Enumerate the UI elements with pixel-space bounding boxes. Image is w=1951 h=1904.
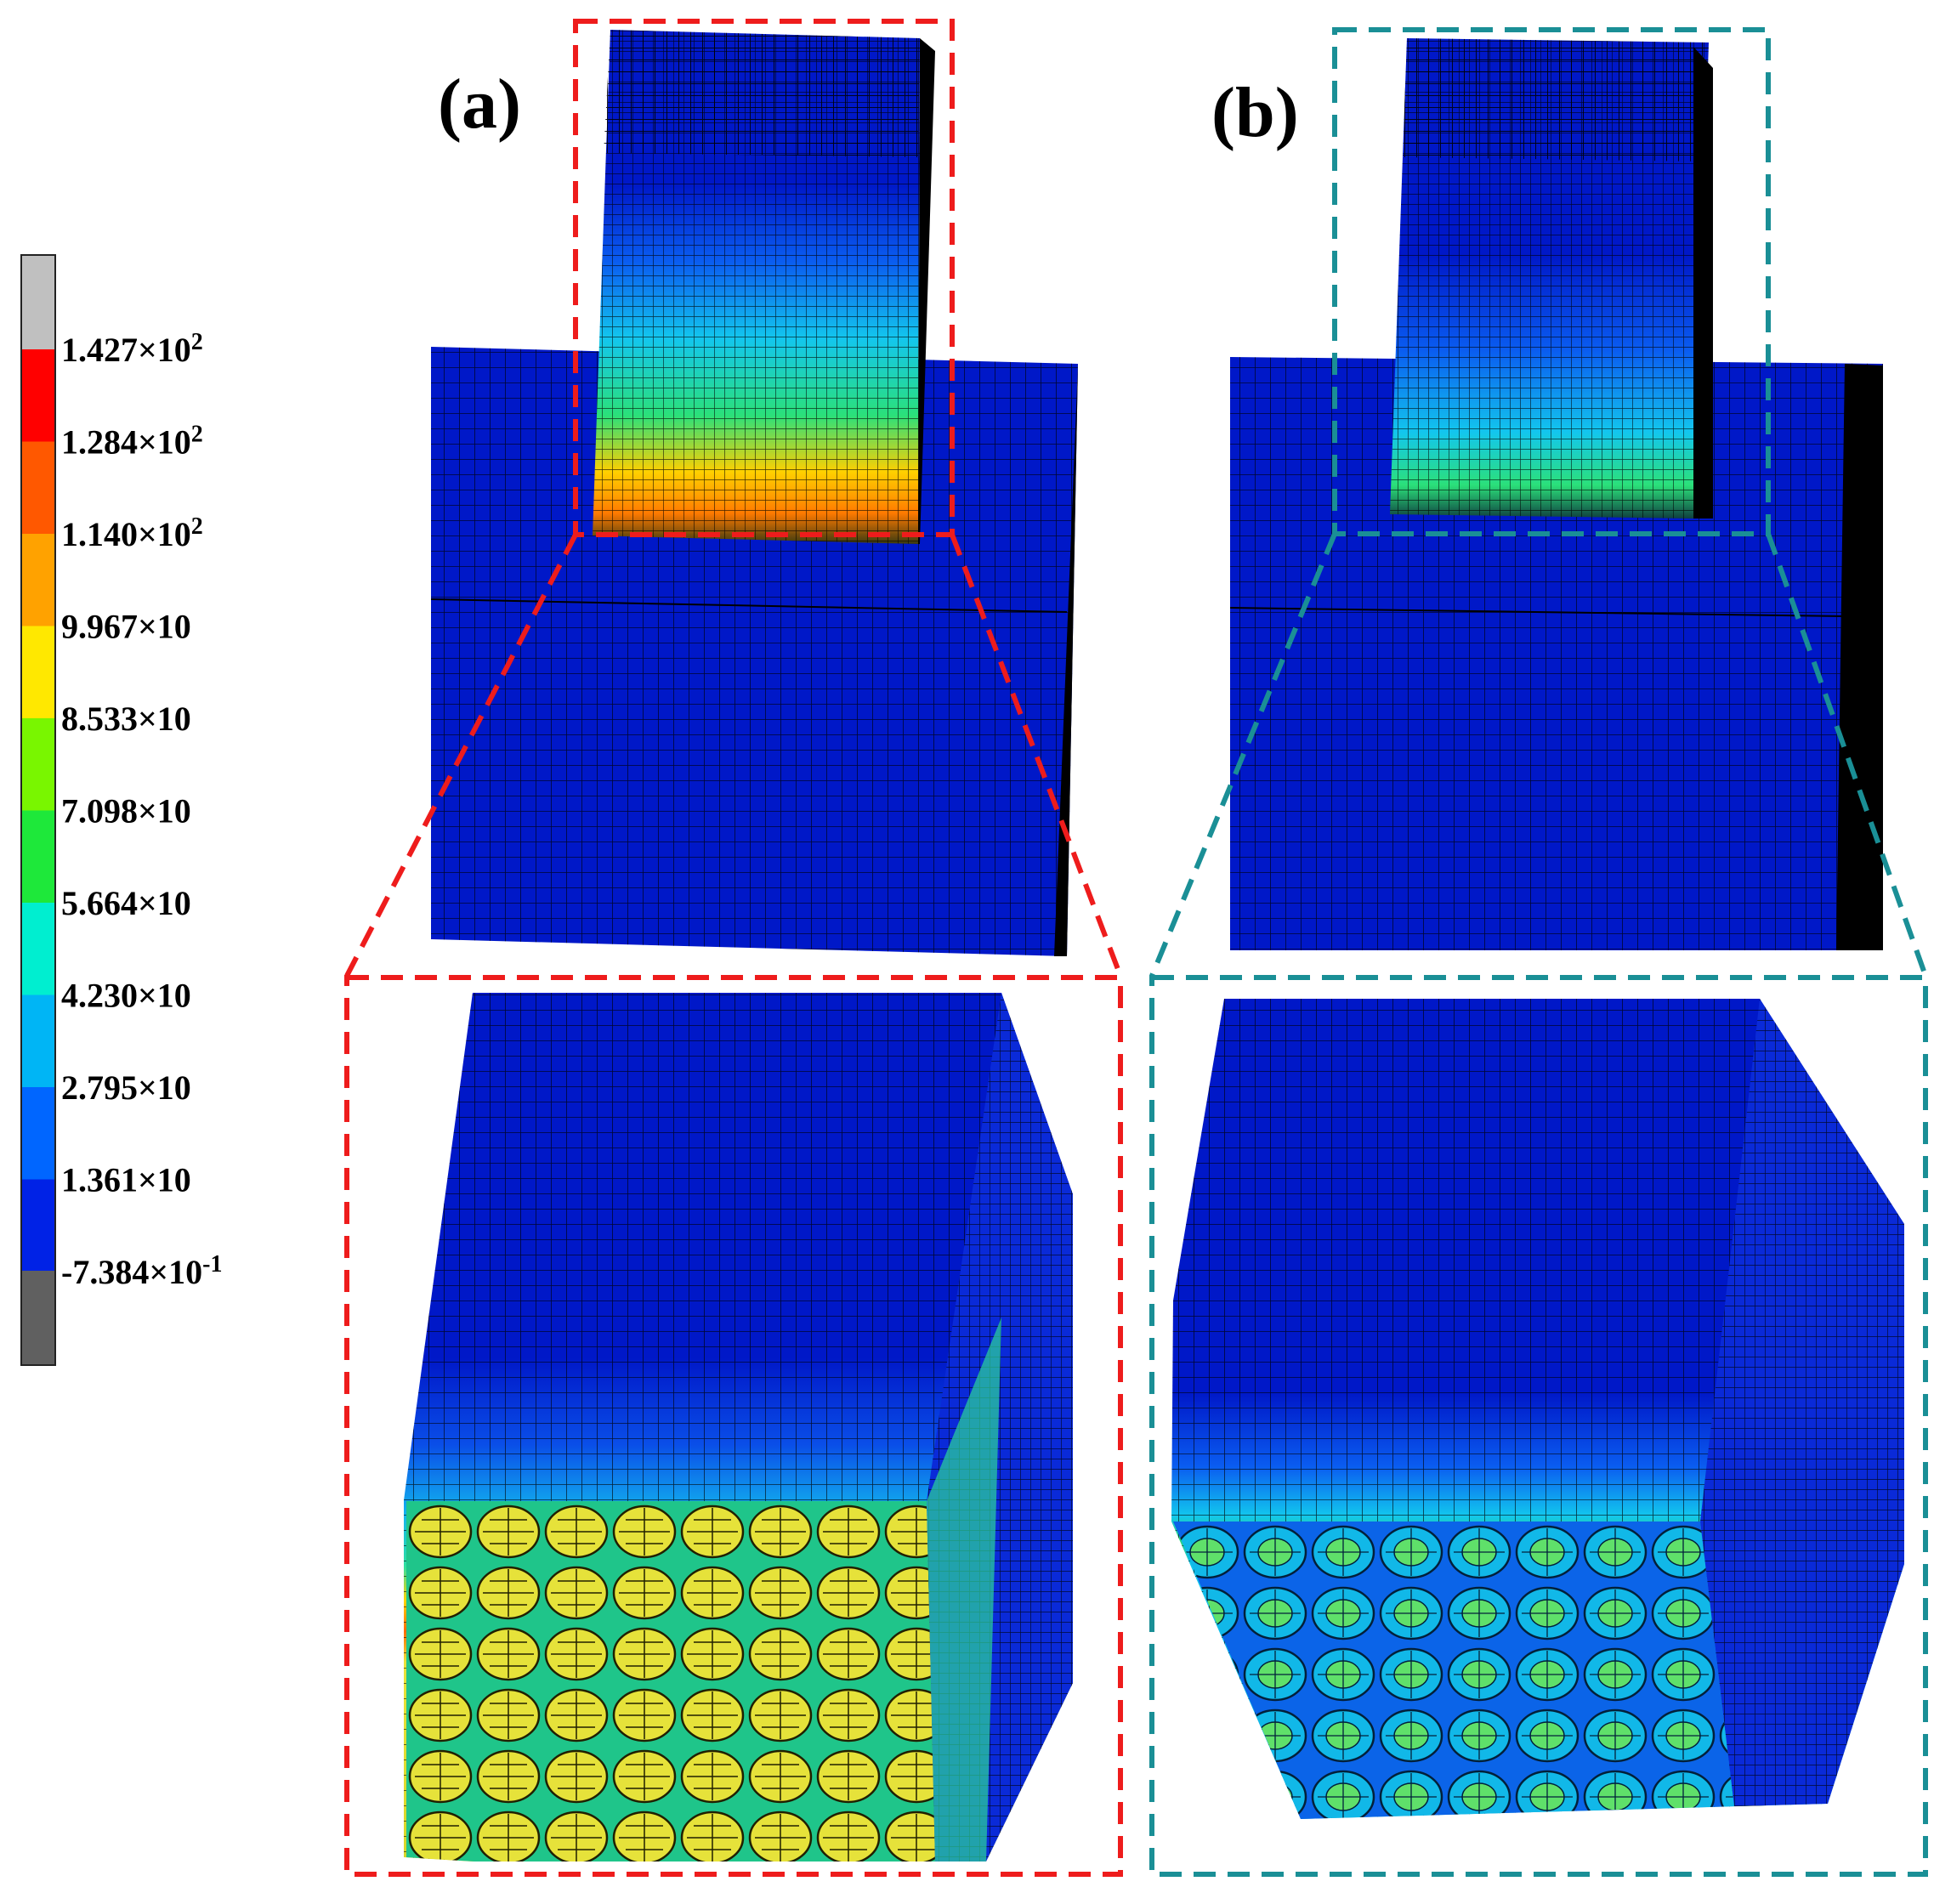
legend-label-value: 1.140×10 (61, 515, 191, 553)
legend-label-1: 1.284×102 (61, 422, 203, 462)
legend-band-0 (21, 349, 55, 442)
legend-label-2: 1.140×102 (61, 513, 203, 553)
legend-label-4: 8.533×10 (61, 700, 191, 738)
legend-band-3 (21, 626, 55, 718)
legend-label-0: 1.427×102 (61, 329, 203, 369)
panel-b-zoomed-view (1171, 999, 1904, 1819)
legend-label-group: 1.427×1021.284×1021.140×1029.967×108.533… (61, 329, 222, 1291)
legend-label-value: 4.230×10 (61, 977, 191, 1015)
panel-a: (a) (344, 19, 1123, 1877)
legend-band-9 (21, 1179, 55, 1272)
panel-a-zoomed-view (404, 993, 1073, 1862)
legend-frame (20, 254, 56, 1366)
legend-label-10: -7.384×10-1 (61, 1251, 222, 1291)
legend-band-4 (21, 718, 55, 811)
legend-label-9: 1.361×10 (61, 1161, 191, 1199)
legend-label-value: 1.361×10 (61, 1161, 191, 1199)
legend-label-exponent: 2 (191, 513, 203, 540)
legend-below-min-swatch (21, 1271, 55, 1365)
legend-label-exponent: -1 (202, 1251, 222, 1278)
stress-legend: 1.427×1021.284×1021.140×1029.967×108.533… (20, 254, 222, 1366)
panel-b-pillar (1390, 38, 1713, 518)
legend-label-exponent: 2 (191, 329, 203, 355)
legend-band-1 (21, 441, 55, 534)
panel-a-zoom-frame (344, 975, 1123, 1877)
legend-above-max-swatch (21, 255, 55, 349)
legend-band-7 (21, 994, 55, 1087)
panel-b-label: (b) (1211, 73, 1299, 152)
panel-b-source-frame (1332, 27, 1771, 536)
legend-label-7: 4.230×10 (61, 977, 191, 1015)
panel-b-zoom-frames (1149, 27, 1928, 1877)
legend-label-value: 1.284×10 (61, 423, 191, 462)
legend-band-8 (21, 1087, 55, 1180)
legend-band-group (21, 349, 55, 1364)
legend-label-value: -7.384×10 (61, 1253, 202, 1291)
legend-label-8: 2.795×10 (61, 1068, 191, 1107)
legend-label-value: 9.967×10 (61, 608, 191, 646)
panel-b: (b) (1149, 27, 1928, 1877)
legend-label-exponent: 2 (191, 422, 203, 448)
legend-label-value: 2.795×10 (61, 1068, 191, 1107)
panel-a-pillar (593, 30, 935, 544)
legend-label-value: 8.533×10 (61, 700, 191, 738)
legend-label-5: 7.098×10 (61, 792, 191, 830)
legend-label-value: 7.098×10 (61, 792, 191, 830)
panel-a-label: (a) (438, 65, 521, 144)
legend-label-value: 1.427×10 (61, 331, 191, 369)
legend-band-6 (21, 903, 55, 995)
legend-band-2 (21, 534, 55, 626)
panel-a-zoom-frames (344, 19, 1123, 1877)
legend-label-3: 9.967×10 (61, 608, 191, 646)
legend-band-5 (21, 810, 55, 903)
legend-label-6: 5.664×10 (61, 884, 191, 922)
panel-b-zoom-frame (1149, 975, 1928, 1877)
legend-label-value: 5.664×10 (61, 884, 191, 922)
panel-a-source-frame (573, 19, 955, 537)
